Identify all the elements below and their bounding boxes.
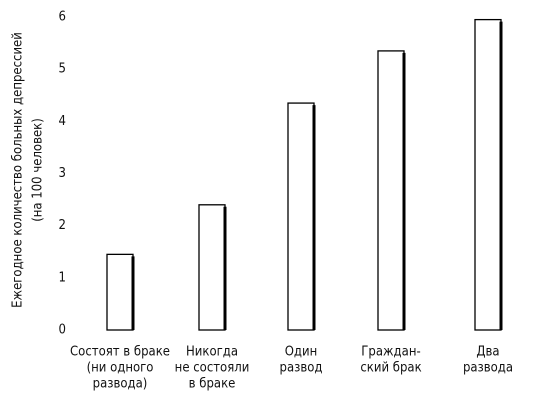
x-tick-label: ский брак	[360, 361, 421, 376]
y-label-line: Ежегодное количество больных депрессией	[11, 32, 26, 308]
x-tick-label: не состояли	[175, 361, 250, 376]
bar	[198, 204, 226, 331]
y-tick-label: 2	[59, 218, 66, 233]
x-tick-label: Состоят в браке	[70, 345, 170, 360]
y-tick-label: 4	[59, 114, 66, 129]
x-tick-label: развода)	[93, 377, 148, 392]
y-tick-label: 6	[59, 10, 66, 25]
x-tick-label: развод	[280, 361, 323, 376]
y-label-line: (на 100 человек)	[31, 118, 46, 222]
x-tick-label: Граждан-	[361, 345, 420, 360]
x-tick-label: (ни одного	[87, 361, 154, 376]
bar	[474, 18, 502, 331]
y-axis-title: Ежегодное количество больных депрессией …	[11, 32, 46, 308]
y-tick-label: 3	[59, 166, 66, 181]
y-tick-label: 0	[59, 323, 66, 338]
x-tick-label: в браке	[189, 377, 236, 392]
x-tick-label: Два	[476, 345, 499, 360]
x-tick-label: развода	[463, 361, 513, 376]
bar	[287, 102, 315, 331]
bar	[377, 50, 405, 331]
x-tick-label: Никогда	[186, 345, 238, 360]
bar	[106, 253, 134, 331]
y-tick-label: 5	[59, 62, 66, 77]
x-tick-label: Один	[285, 345, 318, 360]
y-tick-label: 1	[59, 270, 66, 285]
